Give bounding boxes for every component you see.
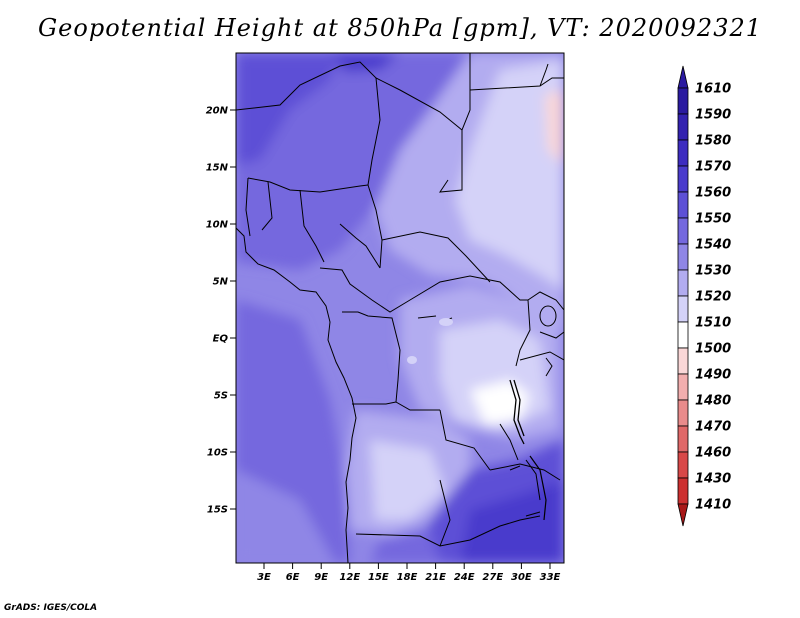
colorbar-label: 1520	[695, 290, 731, 305]
lat-tick-label: 15N	[206, 163, 229, 174]
lat-tick-label: 5N	[213, 277, 229, 288]
colorbar-swatch	[677, 113, 689, 141]
colorbar-label: 1610	[695, 82, 731, 97]
lat-tick-label: 10S	[207, 448, 228, 459]
colorbar-swatch	[677, 165, 689, 193]
colorbar: 1610 1590 1580 1570 1560 1550 1540 1530 1520 1510…	[677, 65, 731, 527]
colorbar-swatch	[677, 321, 689, 349]
map-frame	[235, 52, 565, 564]
grads-credit: GrADS: IGES/COLA	[4, 603, 98, 613]
lat-tick-label: 15S	[207, 505, 228, 516]
colorbar-label: 1430	[695, 472, 731, 487]
colorbar-label: 1530	[695, 264, 731, 279]
latitude-axis: 20N 15N 10N 5N EQ 5S 10S 15S	[206, 106, 236, 516]
lon-tick-label: 21E	[425, 572, 446, 583]
colorbar-swatch	[677, 451, 689, 479]
colorbar-swatch	[677, 87, 689, 115]
lon-tick-label: 27E	[482, 572, 503, 583]
lat-tick-label: EQ	[213, 334, 229, 345]
colorbar-label: 1480	[695, 394, 731, 409]
colorbar-swatch	[677, 243, 689, 271]
colorbar-swatch	[677, 399, 689, 427]
colorbar-bottom-arrow	[677, 503, 689, 527]
lon-tick-label: 15E	[368, 572, 389, 583]
colorbar-label: 1540	[695, 238, 731, 253]
colorbar-label: 1500	[695, 342, 731, 357]
colorbar-swatch	[677, 347, 689, 375]
colorbar-swatch	[677, 425, 689, 453]
lon-tick-label: 12E	[339, 572, 360, 583]
colorbar-swatch	[677, 269, 689, 297]
map-title: Geopotential Height at 850hPa [gpm], VT:…	[38, 14, 762, 42]
colorbar-swatch	[677, 139, 689, 167]
country-borders	[236, 53, 564, 563]
colorbar-label: 1470	[695, 420, 731, 435]
colorbar-swatch	[677, 191, 689, 219]
colorbar-swatch	[677, 295, 689, 323]
colorbar-label: 1570	[695, 160, 731, 175]
colorbar-top-arrow	[677, 65, 689, 89]
lon-tick-label: 24E	[454, 572, 475, 583]
colorbar-label: 1410	[695, 498, 731, 513]
longitude-axis: 3E 6E 9E 12E 15E 18E 21E 24E 27E 30E 33E	[257, 563, 561, 583]
colorbar-swatch	[677, 217, 689, 245]
lon-tick-label: 33E	[540, 572, 561, 583]
colorbar-label: 1510	[695, 316, 731, 331]
colorbar-swatch	[677, 477, 689, 505]
height-field	[236, 53, 564, 563]
lake-patches	[407, 318, 453, 364]
lat-tick-label: 10N	[206, 220, 229, 231]
lon-tick-label: 18E	[397, 572, 418, 583]
lon-tick-label: 9E	[314, 572, 328, 583]
colorbar-label: 1550	[695, 212, 731, 227]
lat-tick-label: 20N	[206, 106, 229, 117]
colorbar-label: 1560	[695, 186, 731, 201]
lon-tick-label: 30E	[511, 572, 532, 583]
lon-tick-label: 6E	[286, 572, 300, 583]
lon-tick-label: 3E	[257, 572, 271, 583]
colorbar-label: 1460	[695, 446, 731, 461]
colorbar-label: 1580	[695, 134, 731, 149]
colorbar-swatch	[677, 373, 689, 401]
colorbar-label: 1490	[695, 368, 731, 383]
lat-tick-label: 5S	[214, 391, 228, 402]
colorbar-label: 1590	[695, 108, 731, 123]
